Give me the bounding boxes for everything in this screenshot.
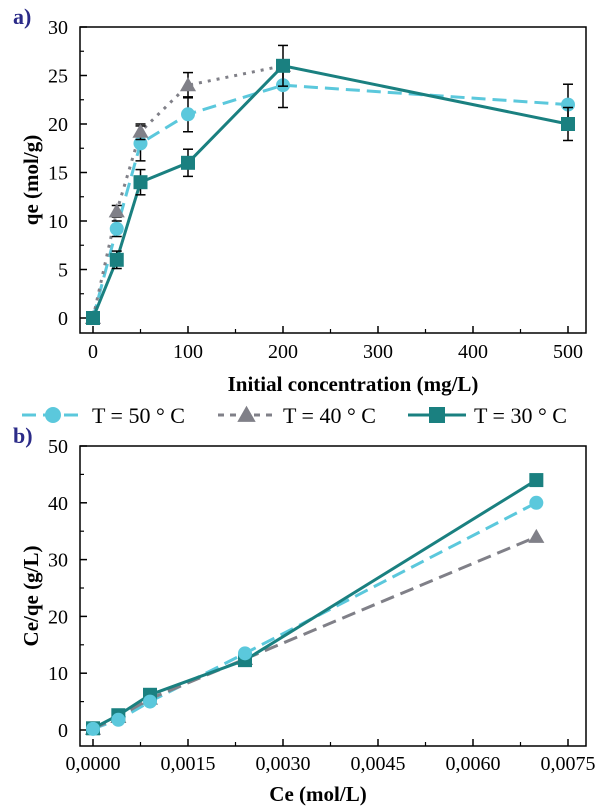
data-point-a-0 — [181, 107, 195, 122]
x-tick-label-a: 100 — [173, 341, 203, 363]
y-tick-label-a: 15 — [48, 163, 68, 185]
x-tick-label-a: 500 — [553, 341, 583, 363]
data-point-a-2 — [86, 311, 100, 325]
data-point-a-2 — [181, 155, 195, 170]
series-line-a-2 — [91, 64, 569, 319]
y-tick-label-a: 5 — [58, 260, 68, 282]
data-point-a-2 — [276, 58, 290, 73]
y-tick-label-a: 30 — [48, 17, 68, 39]
x-tick-label-b: 0,0000 — [66, 753, 121, 775]
legend-marker — [429, 407, 445, 423]
x-tick-label-a: 400 — [458, 341, 488, 363]
legend-marker — [45, 407, 61, 423]
series-line-b-1 — [92, 535, 537, 731]
data-point-b-0 — [86, 721, 100, 736]
y-tick-label-a: 0 — [58, 308, 68, 330]
data-point-a-1 — [132, 123, 149, 138]
panel-label-b: b) — [13, 423, 33, 448]
x-tick-label-b: 0,0075 — [541, 753, 596, 775]
plot-frame-a — [79, 26, 587, 334]
x-tick-label-a: 300 — [363, 341, 393, 363]
panel-label-a: a) — [13, 4, 31, 29]
y-tick-label-b: 50 — [48, 436, 68, 458]
data-point-b-0 — [238, 646, 252, 661]
y-tick-label-b: 40 — [48, 493, 68, 515]
y-tick-label-a: 20 — [48, 114, 68, 136]
data-point-b-0 — [111, 712, 126, 727]
x-tick-label-b: 0,0060 — [446, 753, 501, 775]
series-line-b-2 — [92, 478, 538, 730]
data-point-a-1 — [108, 203, 125, 218]
data-point-a-1 — [179, 77, 197, 92]
y-axis-title-a: qe (mol/g) — [19, 135, 43, 225]
legend-label: T = 40 ° C — [283, 403, 376, 428]
data-point-b-1 — [528, 528, 545, 543]
legend-label: T = 50 ° C — [92, 403, 185, 428]
data-point-b-0 — [143, 694, 157, 709]
data-point-a-0 — [109, 221, 124, 236]
x-tick-label-b: 0,0015 — [161, 753, 216, 775]
data-point-a-2 — [561, 117, 575, 131]
x-tick-label-b: 0,0030 — [256, 753, 311, 775]
y-tick-label-b: 0 — [58, 720, 68, 742]
y-tick-label-b: 10 — [48, 663, 68, 685]
y-tick-label-b: 20 — [48, 606, 68, 628]
legend-label: T = 30 ° C — [474, 403, 567, 428]
series-line-a-0 — [91, 83, 569, 319]
y-tick-label-a: 10 — [48, 211, 68, 233]
y-tick-label-a: 25 — [48, 66, 68, 88]
x-tick-label-a: 200 — [268, 341, 298, 363]
x-tick-label-a: 0 — [88, 341, 98, 363]
x-tick-label-b: 0,0045 — [351, 753, 406, 775]
y-axis-title-b: Ce/qe (g/L) — [19, 546, 43, 647]
plot-frame-b — [79, 445, 587, 747]
data-point-a-2 — [109, 252, 124, 267]
y-tick-label-b: 30 — [48, 550, 68, 572]
data-point-b-2 — [529, 473, 544, 488]
data-point-a-2 — [133, 175, 148, 190]
data-point-b-0 — [529, 495, 544, 510]
x-axis-title-a: Initial concentration (mg/L) — [228, 372, 479, 396]
x-axis-title-b: Ce (mol/L) — [269, 782, 366, 806]
legend-marker — [237, 405, 256, 422]
series-line-a-1 — [91, 64, 284, 319]
